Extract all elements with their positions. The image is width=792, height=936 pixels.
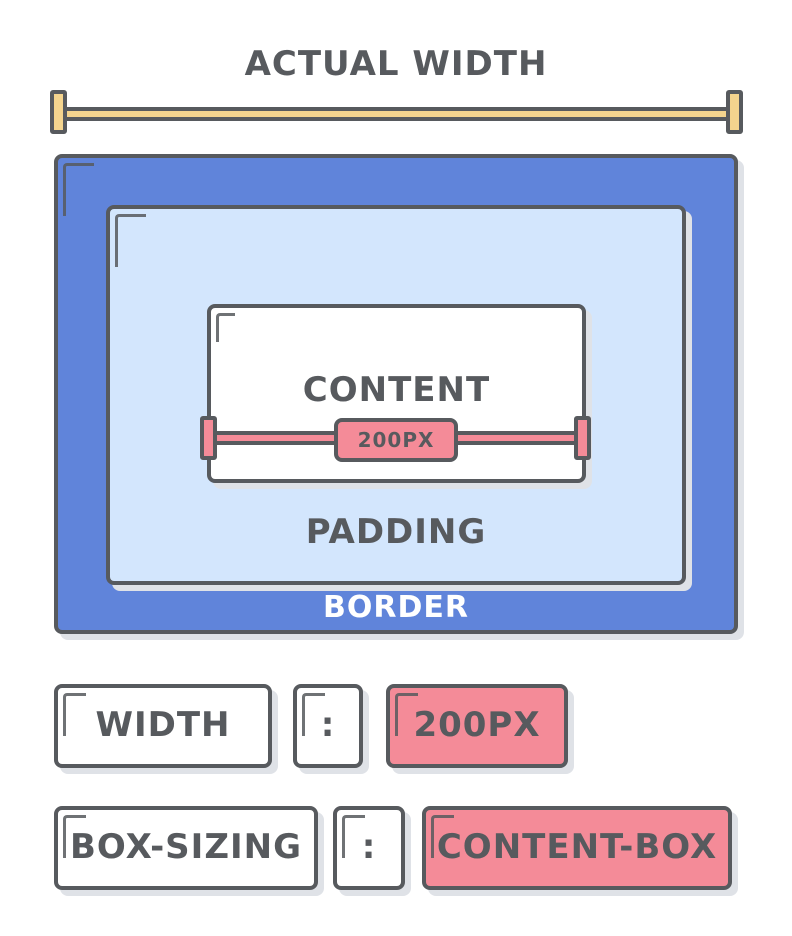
actual-width-ruler-left-cap [50,90,67,134]
actual-width-ruler-right-cap [726,90,743,134]
chip-corner-highlight [342,815,365,858]
css-value-width: 200PX [386,684,568,768]
border-box-corner-highlight [63,163,94,216]
chip-corner-highlight [63,693,86,736]
padding-label: PADDING [305,512,487,552]
css-property-box-sizing: BOX-SIZING [54,806,318,890]
css-value-box-sizing: CONTENT-BOX [422,806,732,890]
css-property-width: WIDTH [54,684,272,768]
actual-width-title: ACTUAL WIDTH [244,44,548,84]
css-value-width-text: 200PX [413,705,541,745]
actual-width-ruler-line [62,107,734,121]
chip-corner-highlight [395,693,418,736]
css-property-box-sizing-text: BOX-SIZING [70,827,302,867]
css-separator-box-sizing: : [333,806,405,890]
padding-box-corner-highlight [115,214,146,267]
content-box-corner-highlight [216,313,235,342]
content-label: CONTENT [302,370,491,410]
border-label: BORDER [323,590,469,625]
css-separator-box-sizing-text: : [361,827,377,867]
css-property-width-text: WIDTH [95,705,231,745]
chip-corner-highlight [302,693,325,736]
chip-corner-highlight [63,815,86,858]
content-width-ruler-right-cap [574,416,591,460]
css-value-box-sizing-text: CONTENT-BOX [436,827,718,867]
chip-corner-highlight [431,815,454,858]
content-width-ruler-left-cap [200,416,217,460]
css-separator-width: : [293,684,363,768]
content-width-badge: 200PX [334,418,458,462]
